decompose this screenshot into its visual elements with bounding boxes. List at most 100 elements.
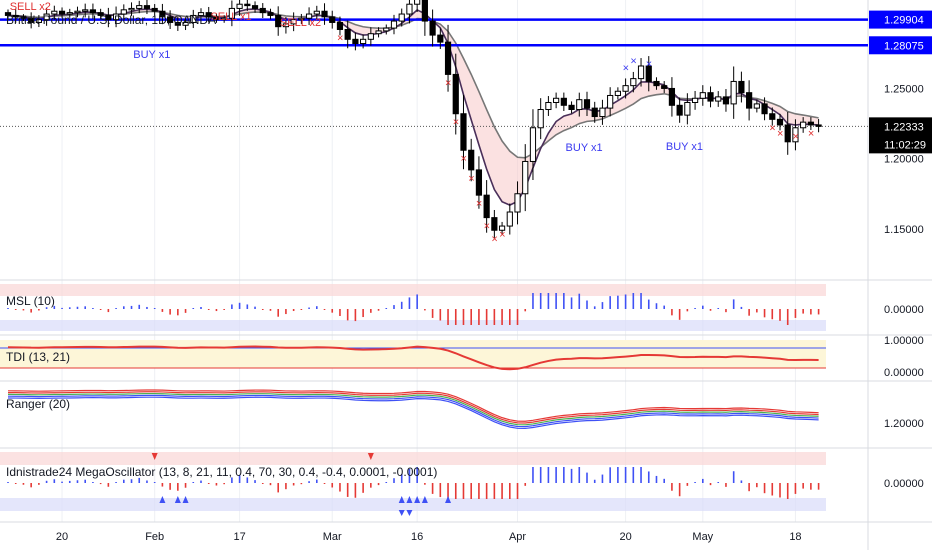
candle[interactable] xyxy=(97,12,104,16)
candle[interactable] xyxy=(661,85,668,89)
candle[interactable] xyxy=(251,5,259,9)
candle[interactable] xyxy=(553,97,560,103)
candle[interactable] xyxy=(167,16,174,23)
candle[interactable] xyxy=(128,7,135,11)
candle[interactable] xyxy=(406,3,413,15)
candle[interactable] xyxy=(460,113,467,151)
candle[interactable] xyxy=(190,14,197,23)
candle[interactable] xyxy=(684,101,691,116)
candle[interactable] xyxy=(769,113,776,120)
candle[interactable] xyxy=(151,7,158,12)
candle[interactable] xyxy=(329,16,336,23)
candle[interactable] xyxy=(43,13,50,21)
candle[interactable] xyxy=(529,127,537,162)
candle[interactable] xyxy=(776,118,784,126)
candle[interactable] xyxy=(28,17,35,23)
candle[interactable] xyxy=(82,9,89,12)
candle[interactable] xyxy=(367,33,374,40)
candle[interactable] xyxy=(583,99,591,109)
candle[interactable] xyxy=(746,92,753,109)
candle[interactable] xyxy=(66,12,73,15)
candle[interactable] xyxy=(815,124,822,127)
candle[interactable] xyxy=(313,10,320,15)
candle[interactable] xyxy=(383,27,390,32)
candle[interactable] xyxy=(607,94,614,109)
candle[interactable] xyxy=(174,21,181,26)
candle[interactable] xyxy=(35,19,42,23)
candle[interactable] xyxy=(259,7,266,14)
candle[interactable] xyxy=(753,103,760,109)
candle[interactable] xyxy=(599,107,606,118)
candle[interactable] xyxy=(676,104,683,116)
candle[interactable] xyxy=(707,92,714,102)
candle[interactable] xyxy=(213,16,220,21)
candle[interactable] xyxy=(668,87,676,106)
candle[interactable] xyxy=(514,193,521,213)
candle[interactable] xyxy=(344,28,351,40)
candle[interactable] xyxy=(591,107,598,118)
candle[interactable] xyxy=(506,211,513,227)
candle[interactable] xyxy=(12,14,19,18)
candle[interactable] xyxy=(637,65,645,80)
candle[interactable] xyxy=(390,20,398,29)
candle[interactable] xyxy=(722,96,730,105)
candle[interactable] xyxy=(699,92,706,99)
candle[interactable] xyxy=(784,124,791,143)
candle[interactable] xyxy=(483,194,490,219)
candle[interactable] xyxy=(429,20,436,36)
candle[interactable] xyxy=(444,41,452,75)
candle[interactable] xyxy=(414,0,421,5)
candle[interactable] xyxy=(143,5,151,9)
candle[interactable] xyxy=(498,225,506,231)
candle[interactable] xyxy=(74,10,81,14)
candle[interactable] xyxy=(298,17,305,21)
candle[interactable] xyxy=(468,149,475,171)
candle[interactable] xyxy=(614,90,621,96)
candle[interactable] xyxy=(228,7,235,19)
candle[interactable] xyxy=(336,21,344,30)
candle[interactable] xyxy=(738,80,745,94)
candle[interactable] xyxy=(437,34,444,43)
candle[interactable] xyxy=(491,217,498,231)
candle[interactable] xyxy=(221,17,228,21)
candle[interactable] xyxy=(622,85,629,92)
candle[interactable] xyxy=(421,0,428,22)
candle[interactable] xyxy=(20,16,27,19)
candle[interactable] xyxy=(282,23,290,28)
candle[interactable] xyxy=(568,104,575,111)
candle[interactable] xyxy=(290,19,297,25)
candle[interactable] xyxy=(51,10,58,15)
candle[interactable] xyxy=(475,169,483,196)
candle[interactable] xyxy=(560,97,567,106)
candle[interactable] xyxy=(321,10,328,18)
candle[interactable] xyxy=(576,99,583,111)
candle[interactable] xyxy=(182,21,189,26)
candle[interactable] xyxy=(58,10,66,15)
candle[interactable] xyxy=(244,3,251,7)
candle[interactable] xyxy=(653,80,660,87)
candle[interactable] xyxy=(761,103,768,115)
candle[interactable] xyxy=(522,160,529,195)
candle[interactable] xyxy=(105,14,112,21)
candle[interactable] xyxy=(120,9,127,15)
candle[interactable] xyxy=(352,38,359,45)
candle[interactable] xyxy=(89,9,97,14)
candle[interactable] xyxy=(275,14,282,28)
candle[interactable] xyxy=(360,38,367,45)
candle[interactable] xyxy=(136,5,143,9)
candle[interactable] xyxy=(112,13,120,21)
candle[interactable] xyxy=(452,73,459,115)
candle[interactable] xyxy=(236,3,243,9)
candle[interactable] xyxy=(205,12,212,18)
candle[interactable] xyxy=(305,13,313,19)
candle[interactable] xyxy=(375,30,382,35)
candle[interactable] xyxy=(691,97,699,103)
candle[interactable] xyxy=(197,12,205,16)
candle[interactable] xyxy=(537,109,544,129)
candle[interactable] xyxy=(807,121,814,126)
candle[interactable] xyxy=(4,12,12,16)
candle[interactable] xyxy=(545,101,552,111)
candle[interactable] xyxy=(792,127,799,143)
candle[interactable] xyxy=(730,80,737,105)
